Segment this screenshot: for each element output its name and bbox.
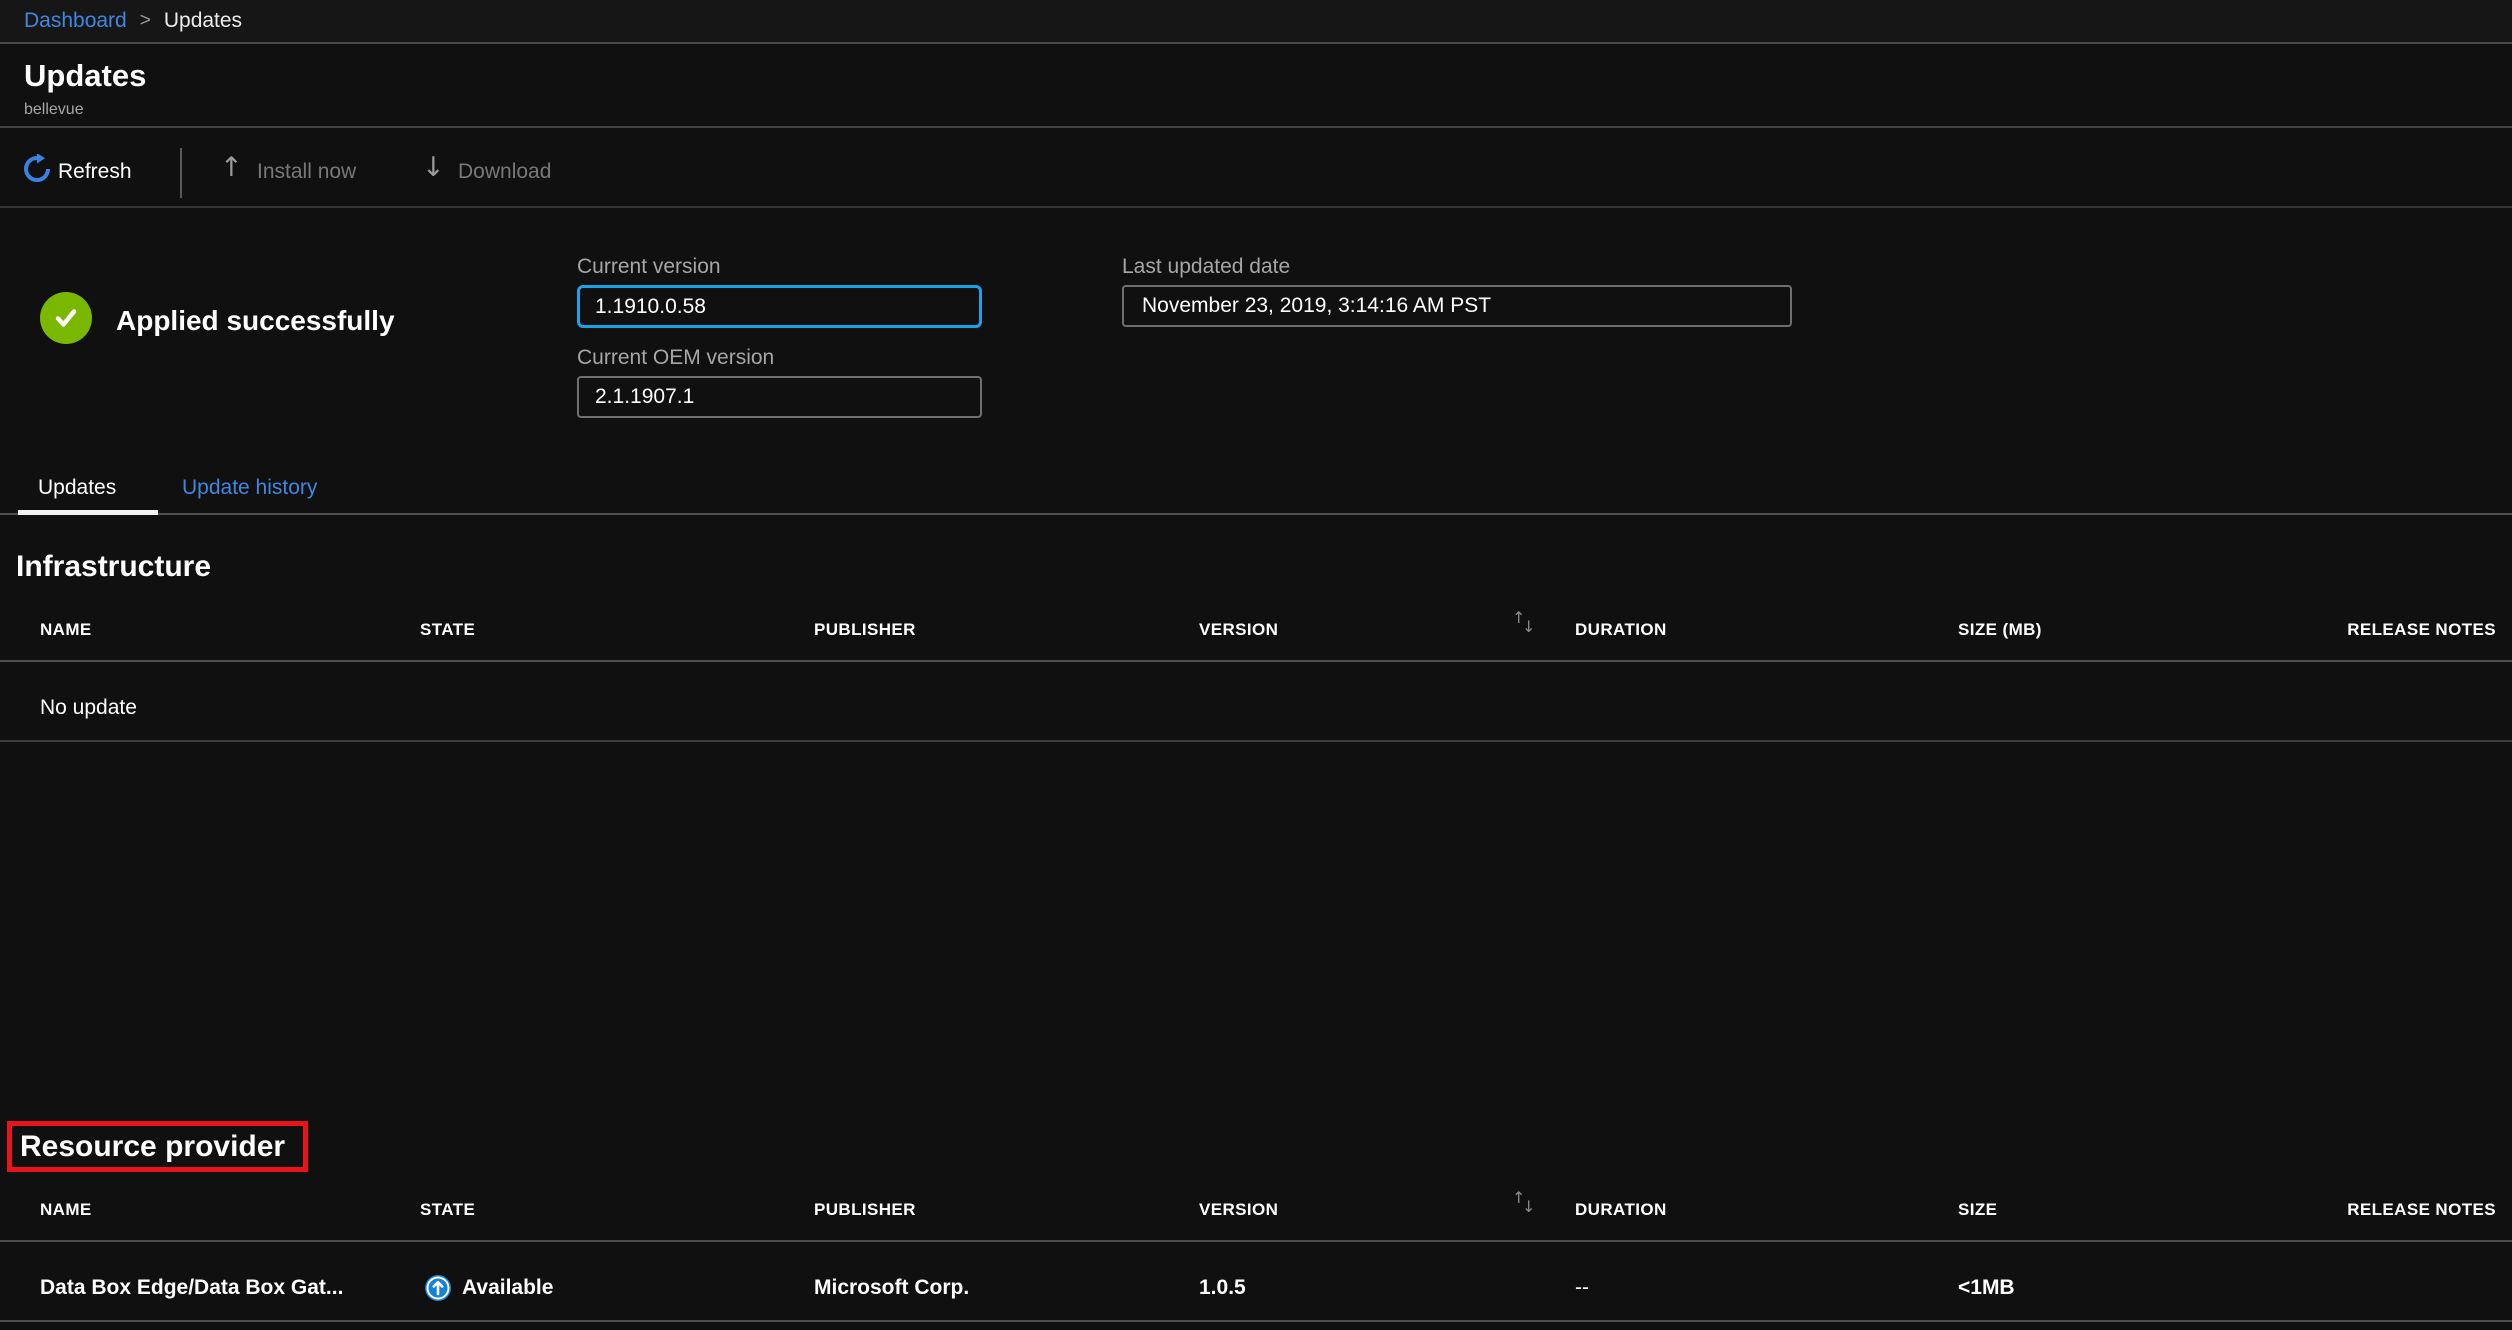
row-name: Data Box Edge/Data Box Gat... (40, 1276, 344, 1299)
breadcrumb-current: Updates (163, 9, 243, 32)
row-duration: -- (1575, 1276, 1589, 1299)
col-size: SIZE (1958, 1200, 1998, 1219)
refresh-button[interactable]: Refresh (58, 160, 132, 183)
available-state-icon (424, 1274, 452, 1302)
install-now-button[interactable]: Install now (257, 160, 357, 183)
col-version[interactable]: VERSION (1199, 620, 1279, 639)
row-version: 1.0.5 (1199, 1276, 1246, 1299)
col-size: SIZE (MB) (1958, 620, 2042, 639)
col-publisher: PUBLISHER (814, 620, 916, 639)
install-icon: ↑ (220, 152, 243, 183)
col-state: STATE (420, 620, 476, 639)
breadcrumb-dashboard-link[interactable]: Dashboard (24, 9, 127, 32)
sort-icon[interactable]: ↑ ↓ (1512, 608, 1536, 636)
resource-provider-heading: Resource provider (20, 1130, 286, 1163)
col-duration: DURATION (1575, 620, 1667, 639)
success-check-icon (40, 292, 92, 344)
current-version-input[interactable] (577, 285, 982, 328)
col-release-notes: RELEASE NOTES (2347, 1200, 2496, 1219)
page-title: Updates (24, 58, 147, 93)
divider (0, 42, 2512, 44)
row-size: <1MB (1958, 1276, 2015, 1299)
last-updated-label: Last updated date (1122, 255, 1291, 278)
infrastructure-heading: Infrastructure (16, 550, 212, 583)
table-row-line (0, 740, 2512, 742)
current-version-label: Current version (577, 255, 721, 278)
sort-icon[interactable]: ↑ ↓ (1512, 1188, 1536, 1216)
empty-row-text: No update (40, 696, 137, 719)
status-text: Applied successfully (116, 305, 395, 336)
toolbar-separator (180, 148, 182, 198)
table-row-line (0, 1320, 2512, 1322)
table-header-line (0, 660, 2512, 662)
last-updated-input[interactable] (1122, 285, 1792, 327)
active-tab-underline (18, 510, 158, 515)
divider (0, 126, 2512, 128)
refresh-icon (22, 153, 52, 189)
table-header-line (0, 1240, 2512, 1242)
current-oem-version-label: Current OEM version (577, 346, 775, 369)
tab-update-history[interactable]: Update history (182, 476, 318, 499)
divider (0, 206, 2512, 208)
row-state: Available (462, 1276, 554, 1299)
current-oem-version-input[interactable] (577, 376, 982, 418)
tab-strip-line (0, 513, 2512, 515)
col-release-notes: RELEASE NOTES (2347, 620, 2496, 639)
breadcrumb: Dashboard > Updates (0, 0, 2512, 42)
col-duration: DURATION (1575, 1200, 1667, 1219)
row-publisher: Microsoft Corp. (814, 1276, 970, 1299)
col-publisher: PUBLISHER (814, 1200, 916, 1219)
download-icon: ↓ (422, 152, 445, 183)
col-state: STATE (420, 1200, 476, 1219)
page-subtitle: bellevue (24, 101, 84, 118)
col-version[interactable]: VERSION (1199, 1200, 1279, 1219)
breadcrumb-chevron-icon: > (139, 10, 151, 31)
col-name: NAME (40, 1200, 92, 1219)
download-button[interactable]: Download (458, 160, 552, 183)
col-name: NAME (40, 620, 92, 639)
tab-updates[interactable]: Updates (38, 476, 117, 499)
